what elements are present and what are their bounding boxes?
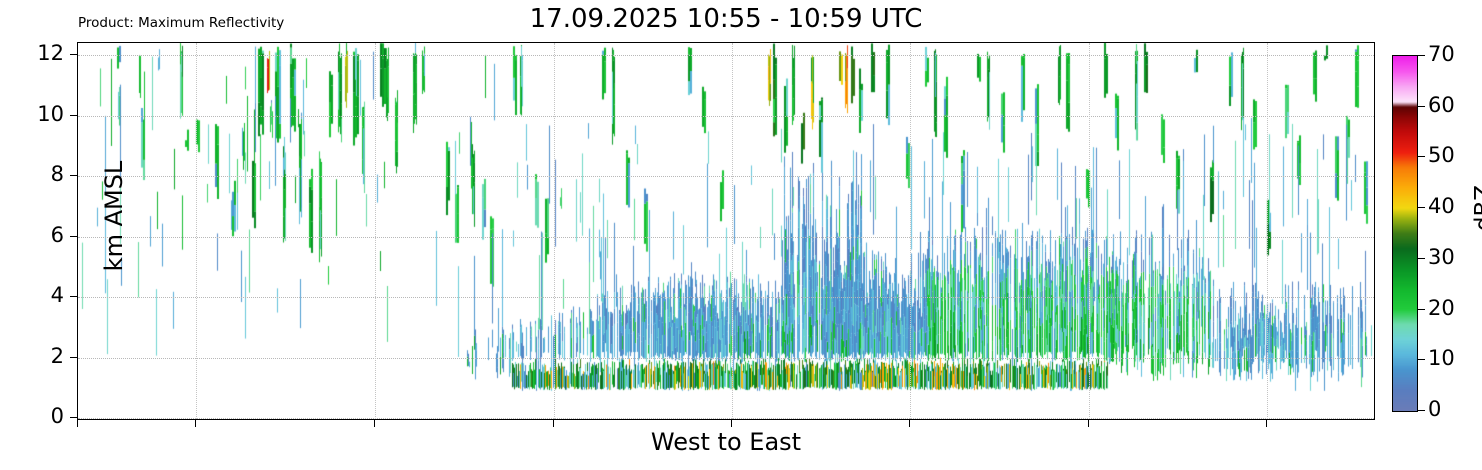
colorbar-tick-label: 20 [1428,295,1455,320]
colorbar-gradient [1392,55,1418,412]
product-annotation: Product: Maximum Reflectivity [78,15,285,31]
plot-area [77,42,1375,420]
colorbar-tick-label: 0 [1428,397,1442,421]
colorbar-tick-mark [1418,308,1425,310]
y-tick-label: 12 [37,41,64,66]
x-axis-label: West to East [650,428,802,456]
x-tick-mark [195,420,197,427]
reflectivity-heatmap [78,43,1373,418]
y-tick-label: 4 [50,283,64,308]
y-tick-label: 0 [50,404,64,428]
y-tick-mark [70,54,77,56]
y-tick-mark [70,235,77,237]
colorbar-tick-mark [1418,410,1425,411]
x-tick-mark [730,420,732,427]
colorbar-tick-label: 10 [1428,346,1455,371]
x-tick-mark [374,420,376,427]
x-tick-mark [77,420,78,427]
colorbar-tick-mark [1418,55,1425,56]
x-tick-mark [552,420,554,427]
y-axis-label: km AMSL [100,160,128,272]
colorbar-tick-label: 40 [1428,194,1455,219]
x-tick-mark [909,420,911,427]
y-tick-label: 6 [50,222,64,247]
colorbar-tick-mark [1418,156,1425,158]
gridline-horizontal [78,418,1374,419]
colorbar-tick-mark [1418,257,1425,259]
page-title: 17.09.2025 10:55 - 10:59 UTC [529,4,923,34]
colorbar-tick-label: 50 [1428,143,1455,168]
colorbar-tick-mark [1418,359,1425,361]
y-tick-mark [70,417,77,418]
colorbar-tick-label: 30 [1428,244,1455,269]
x-tick-mark [1266,420,1268,427]
x-tick-mark [1087,420,1089,427]
y-tick-label: 8 [50,162,64,187]
colorbar-tick-label: 60 [1428,92,1455,117]
colorbar-tick-label: 70 [1428,42,1455,66]
colorbar: 0 10 20 30 40 50 60 70 dBZ [1392,44,1482,420]
y-tick-label: 2 [50,343,64,368]
y-tick-mark [70,356,77,358]
y-tick-mark [70,175,77,177]
y-tick-label: 10 [37,101,64,126]
y-tick-mark [70,296,77,298]
colorbar-tick-mark [1418,105,1425,107]
colorbar-label: dBZ [1471,184,1482,232]
colorbar-tick-mark [1418,207,1425,209]
y-tick-mark [70,114,77,116]
